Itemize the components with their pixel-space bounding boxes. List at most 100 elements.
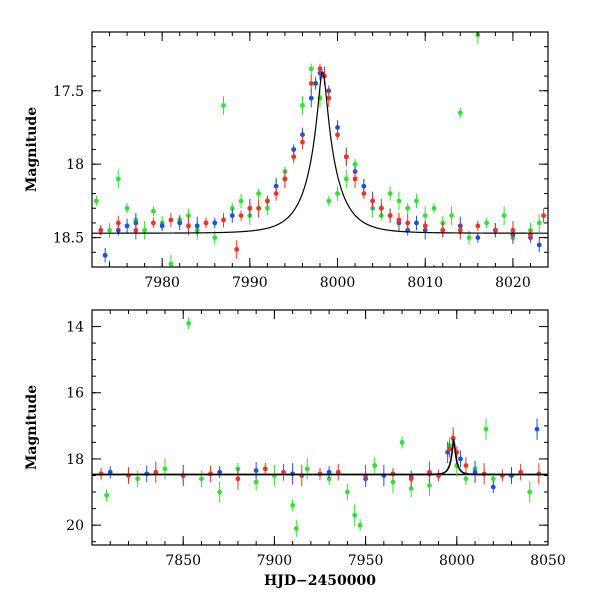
- top-ylabel: Magnitude: [24, 107, 40, 192]
- top-point-red: [133, 227, 139, 233]
- top-point-blue: [107, 268, 112, 273]
- top-xtick-label: 8010: [407, 275, 443, 291]
- top-point-green: [501, 213, 507, 218]
- top-point-blue: [335, 125, 340, 130]
- top-point-green: [352, 161, 358, 167]
- top-point-red: [308, 81, 314, 86]
- top-point-red: [396, 217, 402, 223]
- top-point-green: [124, 205, 130, 211]
- bottom-xtick-label: 7900: [257, 553, 293, 569]
- bottom-point-blue: [107, 469, 113, 475]
- top-point-blue: [194, 223, 200, 229]
- top-point-green: [107, 227, 112, 233]
- bottom-ytick-label: 14: [66, 320, 84, 336]
- top-point-blue: [159, 223, 165, 229]
- top-point-red: [300, 139, 305, 145]
- top-point-green: [115, 176, 121, 182]
- top-point-red: [150, 220, 156, 226]
- top-ytick-label: 18.5: [53, 231, 84, 247]
- top-point-green: [186, 213, 191, 218]
- bottom-point-red: [463, 463, 469, 468]
- bottom-ytick-label: 20: [66, 518, 84, 534]
- bottom-ytick-label: 18: [66, 452, 84, 468]
- top-point-green: [343, 176, 349, 182]
- top-point-green: [457, 110, 463, 116]
- top-point-blue: [124, 223, 130, 229]
- bottom-point-green: [326, 476, 332, 482]
- top-point-blue: [273, 183, 279, 189]
- bottom-series-blue: [107, 418, 540, 494]
- top-point-blue: [432, 268, 437, 273]
- top-point-green: [238, 198, 244, 204]
- bottom-point-blue: [490, 484, 496, 490]
- top-point-red: [422, 223, 428, 229]
- top-point-green: [264, 205, 270, 211]
- top-point-red: [115, 220, 121, 226]
- top-point-green: [387, 191, 393, 196]
- top-point-blue: [361, 183, 367, 189]
- top-point-red: [282, 176, 288, 182]
- bottom-point-blue: [458, 456, 463, 462]
- top-point-green: [335, 191, 340, 196]
- top-point-green: [229, 205, 235, 211]
- top-point-green: [414, 198, 419, 204]
- bottom-xtick-label: 7950: [348, 553, 384, 569]
- bottom-point-green: [427, 483, 432, 488]
- bottom-point-green: [344, 489, 350, 495]
- bottom-point-red: [518, 469, 524, 475]
- bottom-point-green: [290, 502, 296, 508]
- top-point-red: [234, 246, 240, 252]
- bottom-ylabel: Magnitude: [24, 385, 40, 470]
- top-point-green: [212, 235, 218, 241]
- top-point-green: [405, 205, 411, 211]
- bottom-point-red: [281, 469, 286, 475]
- top-point-green: [300, 103, 305, 108]
- top-point-red: [370, 198, 376, 204]
- panel-bottom: 7850 7900 7950 8000 8050 14 16 18 20 Magnitude HJD…: [24, 309, 566, 589]
- top-point-blue: [475, 235, 481, 241]
- bottom-point-red: [153, 469, 159, 475]
- bottom-point-green: [399, 439, 405, 445]
- top-point-green: [396, 198, 402, 204]
- top-point-red: [317, 66, 323, 72]
- top-series-green: [93, 32, 542, 267]
- bottom-plot-area: [92, 317, 548, 537]
- bottom-point-green: [352, 512, 358, 518]
- bottom-point-red: [427, 469, 432, 475]
- top-point-green: [150, 208, 156, 214]
- bottom-point-blue: [472, 469, 478, 475]
- top-point-red: [186, 223, 191, 229]
- top-point-red: [291, 154, 297, 160]
- bottom-point-green: [304, 466, 310, 472]
- bottom-point-green: [463, 476, 469, 482]
- top-point-red: [378, 205, 384, 211]
- bottom-point-blue: [326, 469, 332, 475]
- top-point-blue: [115, 227, 121, 233]
- top-point-green: [308, 66, 314, 72]
- bottom-point-blue: [534, 426, 540, 432]
- top-point-green: [431, 205, 437, 211]
- top-point-red: [168, 217, 174, 223]
- top-point-green: [142, 227, 148, 233]
- top-point-red: [405, 220, 411, 226]
- top-point-red: [98, 227, 104, 233]
- top-point-red: [440, 227, 446, 233]
- top-point-blue: [212, 220, 218, 226]
- top-point-red: [335, 132, 340, 138]
- top-xtick-label: 7980: [144, 275, 180, 291]
- bottom-point-red: [335, 469, 341, 475]
- top-point-red: [510, 227, 516, 233]
- bottom-point-red: [235, 476, 241, 482]
- bottom-xtick-label: 8000: [439, 553, 475, 569]
- top-point-blue: [102, 252, 108, 258]
- bottom-point-green: [483, 426, 489, 432]
- top-plot-area: [92, 32, 548, 273]
- bottom-point-green: [372, 463, 378, 468]
- top-point-red: [343, 154, 349, 160]
- top-point-green: [326, 198, 332, 204]
- top-point-red: [203, 220, 209, 226]
- top-point-red: [541, 213, 547, 218]
- top-point-red: [492, 227, 498, 233]
- top-point-blue: [536, 242, 542, 248]
